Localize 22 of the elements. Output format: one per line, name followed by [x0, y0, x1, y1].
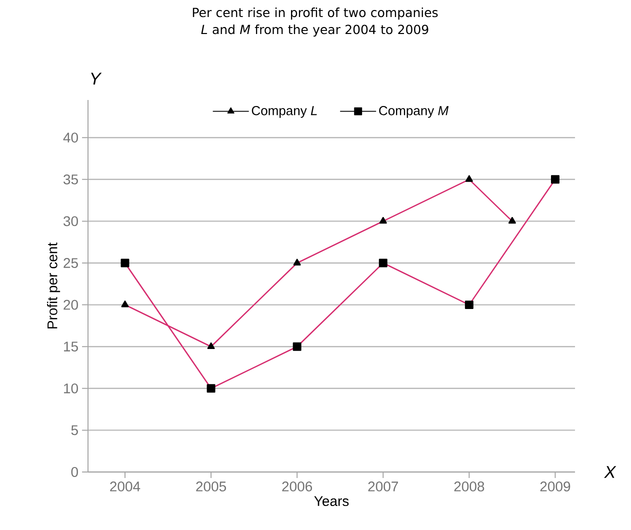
x-tick-label: 2008 — [454, 482, 484, 492]
x-tick-label: 2006 — [282, 482, 312, 492]
y-tick-label: 35 — [63, 174, 78, 184]
x-axis-title: Years — [314, 496, 349, 506]
y-tick-label: 25 — [64, 258, 78, 268]
y-tick-label: 0 — [71, 467, 78, 477]
y-tick-label: 40 — [63, 132, 78, 143]
x-tick-label: 2005 — [196, 482, 226, 492]
legend-label: Company L — [252, 106, 317, 118]
y-tick-label: 10 — [64, 383, 78, 394]
chart-title: Per cent rise in profit of two companies L and M from the year 2004 to 2009 — [192, 8, 438, 37]
y-axis-title: Profit per cent — [47, 242, 60, 328]
x-tick-label: 2004 — [110, 482, 140, 492]
y-tick-label: 30 — [63, 216, 78, 226]
x-tick-label: 2009 — [540, 482, 570, 492]
x-tick-label: 2007 — [368, 482, 398, 492]
y-tick-label: 20 — [64, 300, 78, 310]
text: X — [604, 466, 616, 478]
text: Y — [91, 72, 102, 84]
legend-label: Company M — [379, 106, 449, 118]
y-tick-label: 15 — [64, 342, 78, 352]
y-tick-label: 5 — [71, 425, 78, 436]
